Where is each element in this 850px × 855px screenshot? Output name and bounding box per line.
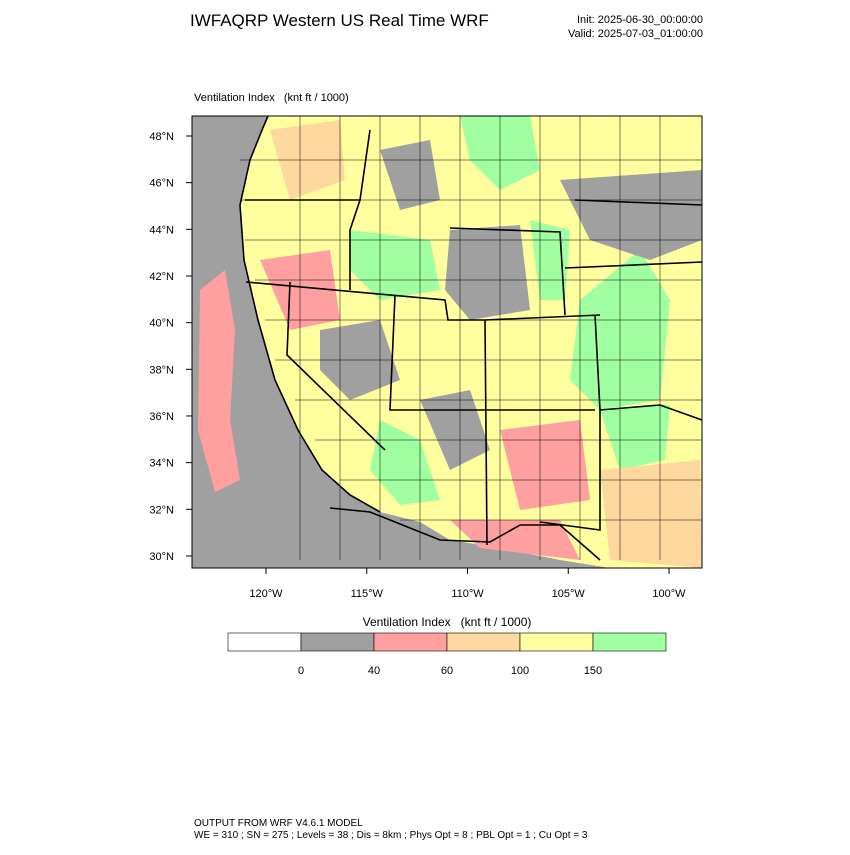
lon-label: 100°W: [652, 588, 686, 600]
lat-label: 32°N: [149, 504, 174, 516]
footer-line: OUTPUT FROM WRF V4.6.1 MODEL: [194, 818, 363, 829]
offshore-field: [198, 270, 240, 492]
title: IWFAQRP Western US Real Time WRF: [190, 11, 489, 30]
colorbar-title: Ventilation Index (knt ft / 1000): [363, 615, 532, 629]
colorbar-label: 0: [298, 665, 304, 677]
colorbar-box: [519, 632, 594, 652]
valid-time: Valid: 2025-07-03_01:00:00: [568, 28, 703, 40]
colorbar-label: 100: [511, 665, 529, 677]
lat-label: 40°N: [149, 318, 174, 330]
init-time: Init: 2025-06-30_00:00:00: [577, 14, 703, 26]
lat-label: 36°N: [149, 411, 174, 423]
lat-label: 46°N: [149, 178, 174, 190]
lon-label: 120°W: [249, 588, 283, 600]
lon-label: 105°W: [552, 588, 586, 600]
lat-label: 42°N: [149, 271, 174, 283]
colorbar-box: [373, 632, 448, 652]
lat-label: 30°N: [149, 551, 174, 563]
lat-label: 44°N: [149, 224, 174, 236]
footer-line: WE = 310 ; SN = 275 ; Levels = 38 ; Dis …: [194, 830, 588, 841]
map: [191, 115, 703, 569]
colorbar-label: 40: [368, 665, 380, 677]
lat-label: 48°N: [149, 131, 174, 143]
lon-label: 115°W: [351, 588, 384, 600]
colorbar-label: 150: [584, 665, 602, 677]
colorbar-label: 60: [441, 665, 453, 677]
colorbar-box: [300, 632, 375, 652]
lat-label: 34°N: [149, 458, 174, 470]
state-borders: [239, 115, 703, 561]
colorbar-box: [592, 632, 667, 652]
colorbar-box: [227, 632, 302, 652]
lon-label: 110°W: [451, 588, 484, 600]
county-lines: [240, 116, 702, 560]
lat-label: 38°N: [149, 364, 174, 376]
panel-label: Ventilation Index (knt ft / 1000): [194, 92, 349, 104]
colorbar-box: [446, 632, 521, 652]
map-frame: [191, 115, 703, 569]
